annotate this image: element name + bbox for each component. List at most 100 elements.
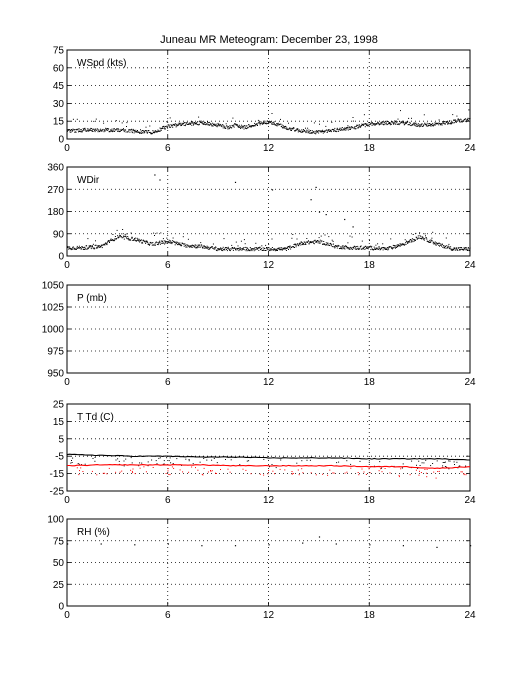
data-point (87, 248, 89, 250)
data-point (108, 467, 110, 469)
data-point (336, 247, 338, 249)
data-point (240, 124, 242, 126)
data-point (375, 248, 377, 250)
data-point (298, 130, 300, 132)
data-point (122, 128, 124, 130)
data-point (142, 130, 144, 132)
data-point (164, 240, 166, 242)
data-point (98, 129, 100, 131)
data-point (190, 123, 191, 125)
data-point (215, 125, 217, 127)
data-point (250, 248, 252, 250)
data-point (422, 236, 424, 238)
data-point (96, 245, 98, 247)
data-point (88, 245, 90, 247)
data-point (425, 124, 427, 126)
data-point (177, 123, 179, 125)
data-point (156, 463, 158, 465)
data-point (201, 247, 203, 248)
data-point (76, 118, 78, 120)
data-point (161, 242, 163, 244)
data-point (353, 246, 355, 248)
data-point (414, 239, 416, 241)
data-point (235, 249, 237, 251)
y-tick-label: -15 (50, 469, 65, 480)
data-point (201, 121, 203, 123)
data-point (189, 122, 191, 124)
data-point (275, 124, 277, 126)
data-point (410, 125, 412, 127)
data-point (386, 248, 388, 250)
data-point (249, 247, 251, 248)
data-point (407, 121, 409, 123)
data-point (106, 128, 108, 129)
data-point (86, 245, 88, 247)
data-point (164, 126, 166, 128)
data-point (178, 122, 180, 124)
data-point (260, 248, 262, 250)
data-point (89, 129, 91, 131)
data-point (384, 124, 386, 126)
data-point (234, 247, 236, 249)
data-point (148, 130, 150, 132)
data-point (201, 245, 203, 247)
data-point (191, 122, 193, 124)
data-point (344, 127, 346, 129)
data-point (447, 122, 449, 124)
data-point (363, 123, 365, 125)
data-point (323, 130, 325, 132)
data-point (304, 241, 306, 243)
data-point (379, 247, 381, 249)
data-point (92, 243, 94, 245)
data-point (256, 248, 258, 250)
data-point (153, 132, 155, 133)
data-point (186, 121, 188, 123)
data-point (250, 473, 252, 475)
data-point (319, 123, 320, 125)
data-point (336, 245, 338, 247)
data-point (377, 248, 379, 250)
data-point (392, 244, 394, 246)
data-point (309, 132, 311, 134)
data-point (166, 121, 168, 123)
data-point (194, 244, 196, 246)
data-point (419, 465, 421, 466)
data-point (192, 463, 194, 465)
data-point (369, 122, 370, 123)
data-point (449, 120, 451, 122)
data-point (201, 473, 203, 475)
data-point (362, 248, 364, 250)
data-point (356, 125, 358, 127)
data-point (361, 125, 362, 127)
data-point (204, 121, 205, 123)
data-point (363, 114, 365, 116)
data-point (103, 131, 105, 133)
data-point (224, 126, 226, 128)
data-point (399, 245, 401, 247)
data-point (239, 247, 241, 249)
data-point (467, 247, 469, 249)
data-point (222, 127, 224, 129)
data-point (418, 474, 420, 476)
data-point (110, 238, 112, 240)
data-point (98, 245, 99, 247)
data-point (415, 469, 417, 471)
data-point (470, 545, 472, 547)
data-point (228, 126, 230, 128)
data-point (152, 244, 154, 246)
data-point (204, 123, 206, 125)
data-point (94, 460, 96, 462)
data-point (91, 245, 93, 246)
data-point (267, 473, 269, 475)
data-point (176, 242, 177, 244)
data-point (400, 110, 401, 112)
data-point (368, 122, 370, 124)
y-tick-label: 975 (47, 347, 64, 358)
data-point (398, 124, 400, 126)
data-point (269, 466, 270, 468)
data-point (232, 125, 234, 127)
data-point (96, 129, 98, 131)
data-point (325, 214, 327, 216)
data-point (308, 132, 310, 134)
data-point (86, 247, 88, 249)
